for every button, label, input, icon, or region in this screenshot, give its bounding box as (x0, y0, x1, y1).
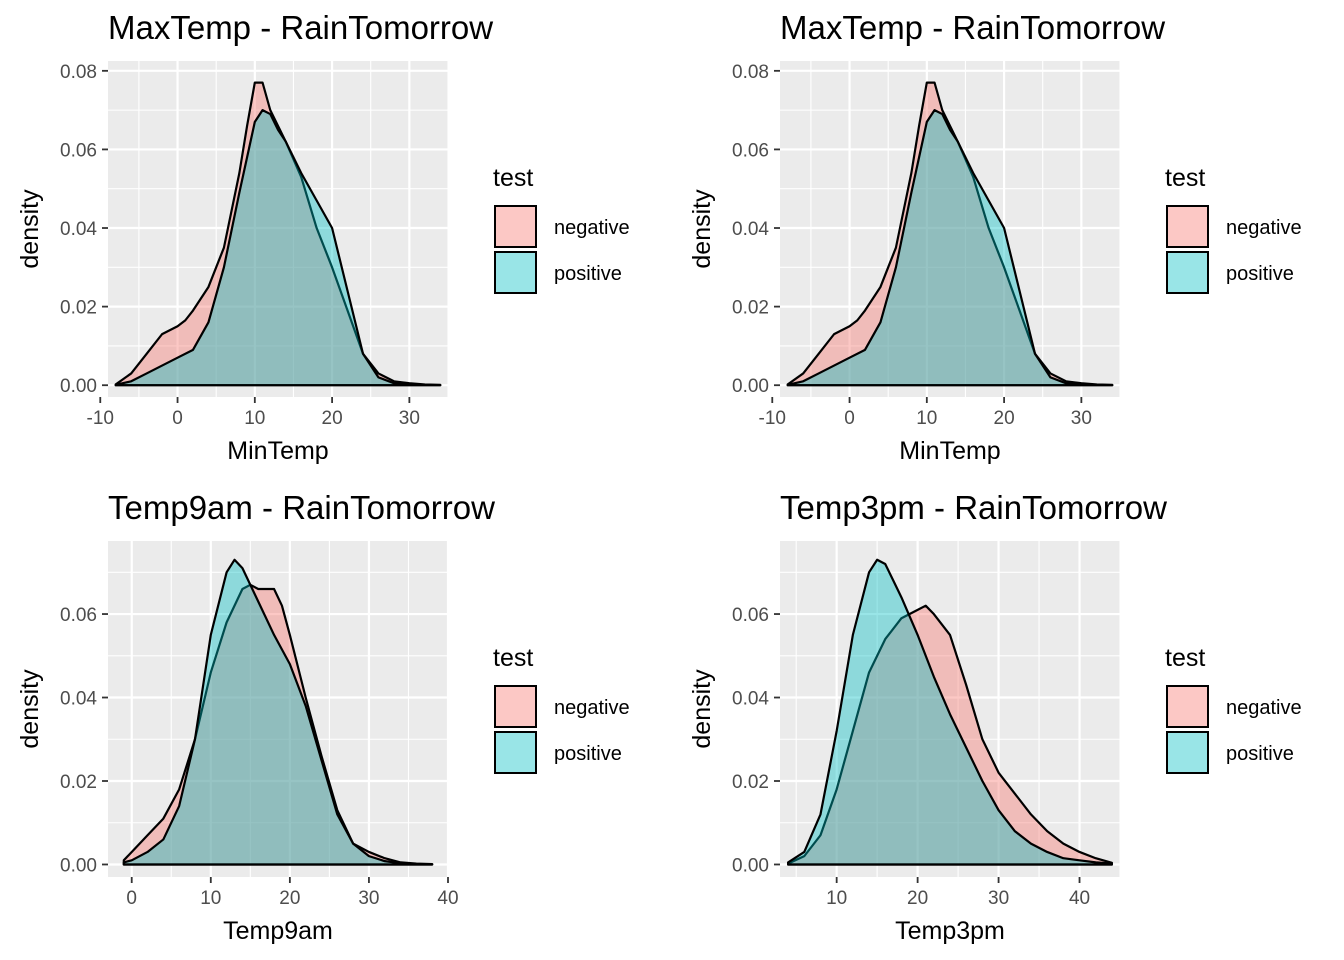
legend-label-positive: positive (1226, 743, 1294, 765)
x-tick-label: 10 (200, 888, 221, 909)
legend-title: test (1165, 164, 1205, 192)
legend: test negative positive (1165, 164, 1302, 294)
y-tick-label: 0.08 (60, 62, 97, 83)
y-tick-label: 0.06 (732, 140, 769, 161)
x-tick-label: 20 (279, 888, 300, 909)
y-tick-label: 0.00 (732, 376, 769, 397)
legend-key-negative (1166, 205, 1209, 248)
legend: test negative positive (1165, 644, 1302, 774)
chart-title: MaxTemp - RainTomorrow (780, 9, 1165, 46)
legend-label-negative: negative (1226, 217, 1302, 239)
legend-title: test (493, 164, 533, 192)
x-axis-label: MinTemp (899, 437, 1000, 465)
x-axis-label: Temp9am (223, 917, 333, 945)
y-axis-label: density (16, 669, 44, 749)
y-tick-label: 0.00 (60, 376, 97, 397)
chart-title: MaxTemp - RainTomorrow (108, 9, 493, 46)
density-area-negative (114, 81, 442, 387)
legend: test negative positive (493, 644, 630, 774)
x-tick-label: 20 (994, 408, 1015, 429)
chart-panel-temp3pm: Temp3pm - RainTomorrow 0.00 0.02 0.04 0.06 … (672, 480, 1344, 960)
y-tick-label: 0.00 (60, 855, 97, 876)
legend-key-positive (494, 731, 537, 774)
x-tick-label: 0 (126, 888, 137, 909)
legend-label-negative: negative (554, 697, 630, 719)
legend-label-positive: positive (554, 743, 622, 765)
y-axis-label: density (16, 189, 44, 269)
x-tick-label: 10 (244, 408, 265, 429)
legend-key-negative (494, 205, 537, 248)
density-area-negative (787, 604, 1113, 866)
x-tick-label: 40 (1069, 888, 1090, 909)
x-tick-label: 20 (907, 888, 928, 909)
legend-key-positive (1166, 731, 1209, 774)
y-tick-label: 0.02 (732, 772, 769, 793)
y-tick-label: 0.04 (60, 689, 97, 710)
legend: test negative positive (493, 164, 630, 294)
x-tick-label: -10 (87, 408, 114, 429)
x-tick-label: 30 (358, 888, 379, 909)
density-chart: MaxTemp - RainTomorrow 0.00 0.02 0.04 0.06 0… (688, 9, 1302, 465)
y-tick-label: 0.02 (60, 298, 97, 319)
legend-label-negative: negative (1226, 697, 1302, 719)
chart-panel-temp9am: Temp9am - RainTomorrow 0.00 0.02 0.04 0.06 … (0, 480, 672, 960)
x-tick-label: 30 (1071, 408, 1092, 429)
y-tick-label: 0.02 (732, 298, 769, 319)
x-tick-label: 0 (844, 408, 855, 429)
x-tick-label: 10 (916, 408, 937, 429)
density-chart: MaxTemp - RainTomorrow 0.00 0.02 0.04 0.06 0… (16, 9, 630, 465)
y-tick-label: 0.04 (60, 219, 97, 240)
y-axis-label: density (688, 189, 716, 269)
density-chart: Temp9am - RainTomorrow 0.000.020.040.06 … (16, 489, 630, 945)
density-area-negative (122, 583, 434, 866)
density-area-negative (786, 81, 1114, 387)
x-tick-label: 0 (172, 408, 183, 429)
legend-label-positive: positive (554, 263, 622, 285)
legend-title: test (493, 644, 533, 672)
density-chart: Temp3pm - RainTomorrow 0.000.020.040.06 … (688, 489, 1302, 945)
legend-label-positive: positive (1226, 263, 1294, 285)
legend-key-positive (1166, 251, 1209, 294)
density-area-positive (122, 558, 434, 866)
density-area-positive (787, 558, 1113, 866)
y-tick-label: 0.02 (60, 772, 97, 793)
chart-title: Temp9am - RainTomorrow (108, 489, 495, 526)
chart-panel-maxtemp-1: MaxTemp - RainTomorrow 0.00 0.02 0.04 0.06 0… (0, 0, 672, 480)
x-tick-label: 40 (437, 888, 458, 909)
y-tick-label: 0.04 (732, 219, 769, 240)
x-tick-label: 10 (826, 888, 847, 909)
legend-key-positive (494, 251, 537, 294)
y-tick-label: 0.06 (60, 140, 97, 161)
x-axis-label: MinTemp (227, 437, 328, 465)
legend-key-negative (1166, 685, 1209, 728)
x-axis-label: Temp3pm (895, 917, 1005, 945)
x-tick-label: 20 (322, 408, 343, 429)
y-tick-label: 0.06 (60, 605, 97, 626)
chart-panel-maxtemp-2: MaxTemp - RainTomorrow 0.00 0.02 0.04 0.06 0… (672, 0, 1344, 480)
x-tick-label: -10 (759, 408, 786, 429)
legend-label-negative: negative (554, 217, 630, 239)
legend-key-negative (494, 685, 537, 728)
y-tick-label: 0.08 (732, 62, 769, 83)
density-area-positive (114, 109, 442, 387)
legend-title: test (1165, 644, 1205, 672)
x-tick-label: 30 (988, 888, 1009, 909)
y-tick-label: 0.04 (732, 689, 769, 710)
y-tick-label: 0.06 (732, 605, 769, 626)
density-area-positive (786, 109, 1114, 387)
y-axis-label: density (688, 669, 716, 749)
y-tick-label: 0.00 (732, 855, 769, 876)
x-tick-label: 30 (399, 408, 420, 429)
chart-title: Temp3pm - RainTomorrow (780, 489, 1167, 526)
